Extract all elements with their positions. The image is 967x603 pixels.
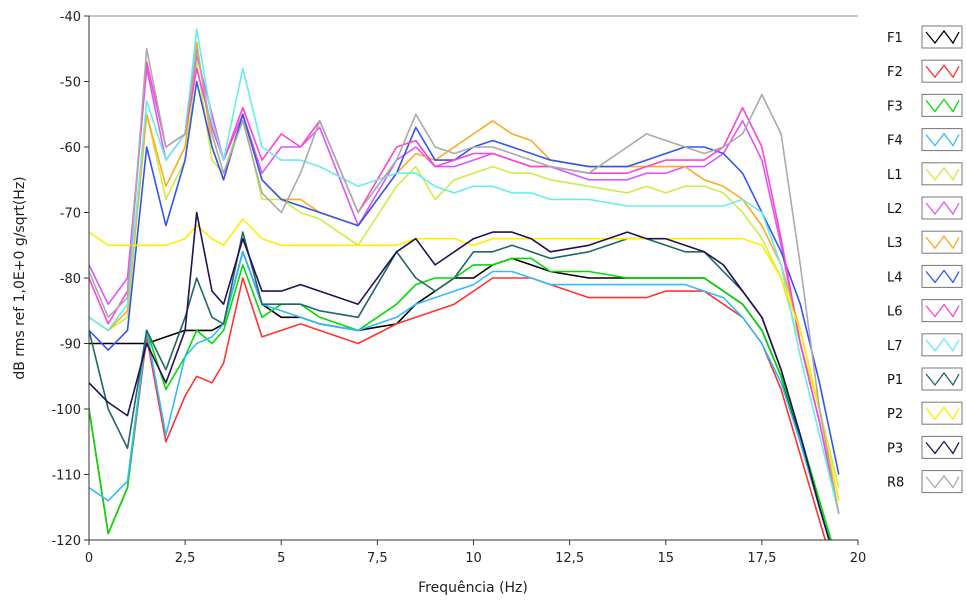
series-line-r8 xyxy=(89,48,840,514)
series-line-p3 xyxy=(89,211,830,540)
y-tick-label: -50 xyxy=(60,76,81,91)
legend-swatch-l4 xyxy=(925,269,960,284)
x-axis-title: Frequência (Hz) xyxy=(418,580,528,596)
legend-swatch-l7 xyxy=(925,337,960,352)
x-tick-label: 5 xyxy=(277,551,285,566)
x-tick-label: 12,5 xyxy=(555,551,584,566)
legend-label-f3: F3 xyxy=(887,99,903,114)
y-tick-label: -70 xyxy=(60,207,81,222)
legend: F1 F2 F3 F4 L1 L2 L3 L4 L6 L7 P1 P2 P3 R8 xyxy=(887,25,963,494)
y-tick-label: -40 xyxy=(60,10,81,25)
legend-swatch-l1 xyxy=(925,166,960,181)
legend-swatch-p2 xyxy=(925,406,960,421)
legend-swatch-f2 xyxy=(925,64,960,79)
series-line-l7 xyxy=(89,28,840,514)
y-axis-ticks: -40 -50 -60 -70 -80 -90 -100 -110 -120 xyxy=(51,10,89,549)
y-tick-label: -120 xyxy=(51,534,81,549)
legend-label-l2: L2 xyxy=(887,202,903,217)
legend-swatch-r8 xyxy=(925,474,960,489)
series-line-f2 xyxy=(89,277,827,540)
legend-label-l4: L4 xyxy=(887,270,903,285)
y-tick-label: -60 xyxy=(60,141,81,156)
legend-label-p1: P1 xyxy=(887,373,903,388)
y-tick-label: -110 xyxy=(51,469,81,484)
series-line-l1 xyxy=(89,61,840,488)
series-line-l3 xyxy=(89,41,840,501)
legend-swatch-f3 xyxy=(925,98,960,113)
y-tick-label: -80 xyxy=(60,272,81,287)
y-tick-label: -90 xyxy=(60,338,81,353)
legend-swatch-l6 xyxy=(925,303,960,318)
legend-swatch-l2 xyxy=(925,200,960,216)
legend-label-l1: L1 xyxy=(887,168,903,183)
y-axis-title: dB rms ref 1,0E+0 g/sqrt(Hz) xyxy=(12,176,28,379)
legend-swatch-p1 xyxy=(925,371,960,387)
legend-swatch-f4 xyxy=(925,132,960,147)
legend-swatch-p3 xyxy=(925,440,960,455)
legend-label-p2: P2 xyxy=(887,407,903,422)
x-tick-label: 10 xyxy=(465,551,482,566)
x-tick-label: 15 xyxy=(657,551,674,566)
legend-label-l7: L7 xyxy=(887,339,903,354)
x-tick-label: 20 xyxy=(850,551,867,566)
legend-swatch-f1 xyxy=(925,29,960,45)
legend-label-f4: F4 xyxy=(887,134,903,149)
legend-label-r8: R8 xyxy=(887,476,904,491)
x-tick-label: 17,5 xyxy=(747,551,776,566)
y-tick-label: -100 xyxy=(51,403,81,418)
series-layer xyxy=(89,28,840,540)
x-tick-label: 0 xyxy=(85,551,93,566)
series-line-f4 xyxy=(89,251,830,540)
series-line-p1 xyxy=(89,231,830,540)
x-tick-label: 7,5 xyxy=(367,551,388,566)
legend-swatch-l3 xyxy=(925,235,960,250)
legend-label-p3: P3 xyxy=(887,441,903,456)
series-line-p2 xyxy=(89,218,840,501)
legend-label-f2: F2 xyxy=(887,65,903,80)
legend-label-l3: L3 xyxy=(887,236,903,251)
x-axis-ticks: 0 2,5 5 7,5 10 12,5 15 17,5 20 xyxy=(85,540,866,566)
x-tick-label: 2,5 xyxy=(175,551,196,566)
legend-label-l6: L6 xyxy=(887,305,903,320)
legend-label-f1: F1 xyxy=(887,31,903,46)
